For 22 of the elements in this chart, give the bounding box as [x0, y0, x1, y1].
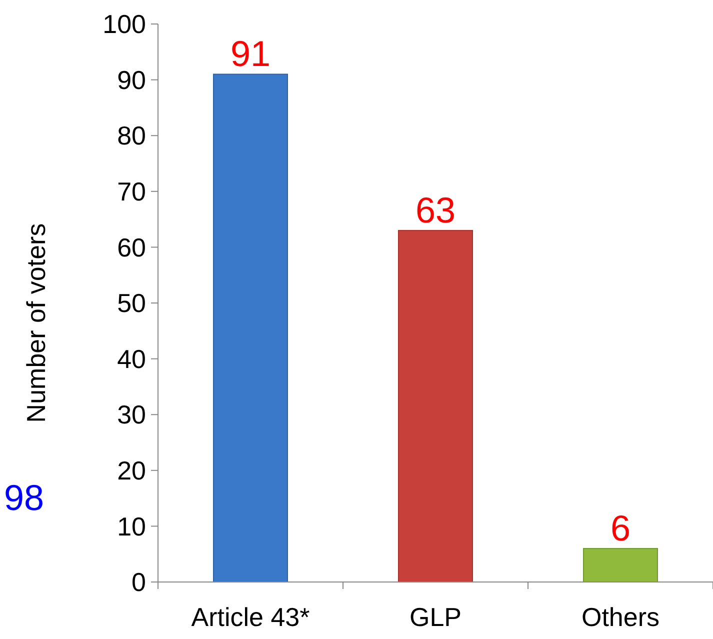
y-tick-label: 60 — [117, 232, 146, 262]
y-axis-title: Number of voters — [21, 223, 51, 423]
y-tick-label: 0 — [132, 567, 146, 598]
y-tick-label: 50 — [117, 288, 146, 318]
bar — [398, 230, 473, 582]
data-label: 63 — [415, 189, 456, 230]
data-label: 6 — [610, 508, 631, 549]
x-tick-label: GLP — [409, 602, 462, 632]
y-tick-label: 100 — [102, 9, 146, 40]
bar — [213, 74, 288, 582]
data-label: 91 — [230, 33, 271, 74]
y-tick-label: 40 — [117, 344, 146, 374]
x-tick-label: Article 43* — [191, 602, 310, 632]
y-tick-label: 80 — [117, 120, 146, 151]
text: 98 — [4, 477, 44, 518]
x-tick-label: Others — [581, 602, 660, 632]
y-tick-label: 30 — [117, 400, 146, 430]
bar — [583, 548, 658, 582]
y-tick-label: 70 — [117, 176, 146, 206]
y-tick-label: 90 — [117, 64, 146, 95]
y-tick-label: 20 — [117, 456, 146, 486]
y-tick-label: 10 — [117, 511, 146, 542]
